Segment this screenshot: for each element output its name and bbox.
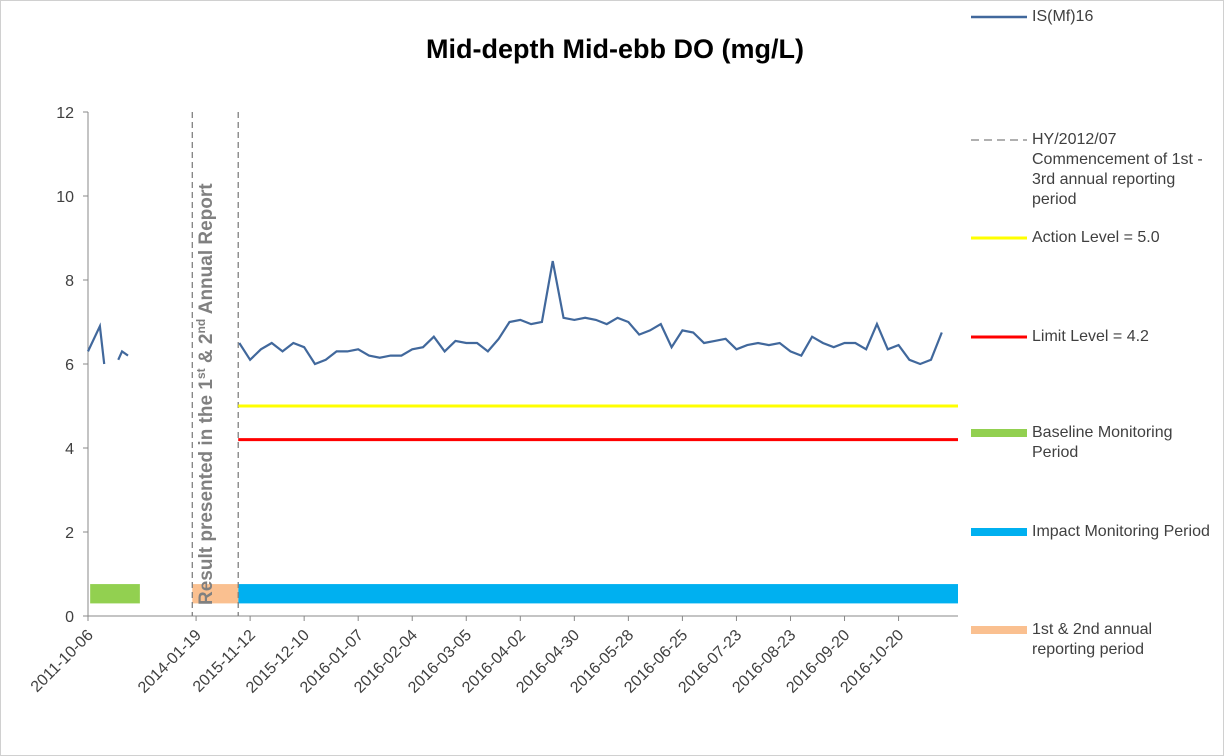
y-tick-label: 4 [65, 441, 74, 458]
annotation-part: nd [194, 319, 208, 334]
annotation-part: Annual Report [196, 183, 217, 319]
legend-label: Impact Monitoring Period [1032, 523, 1210, 540]
legend-label: Limit Level = 4.2 [1032, 328, 1149, 345]
period-band [192, 584, 239, 604]
y-tick-label: 8 [65, 273, 74, 290]
legend-label: 1st & 2nd annual reporting period [1032, 621, 1153, 658]
y-tick-label: 0 [65, 609, 74, 626]
y-tick-label: 12 [56, 105, 74, 122]
y-tick-label: 6 [65, 357, 74, 374]
series-line [117, 349, 129, 361]
legend-label: Action Level = 5.0 [1032, 229, 1160, 246]
y-tick-label: 10 [56, 189, 74, 206]
legend-label: IS(Mf)16 [1032, 8, 1094, 25]
annotation: Result presented in the 1st & 2nd Annual… [194, 183, 217, 605]
legend-label: HY/2012/07 Commencement of 1st - 3rd ann… [1032, 131, 1203, 208]
period-band [90, 584, 140, 604]
chart-title: Mid-depth Mid-ebb DO (mg/L) [426, 34, 804, 64]
y-tick-label: 2 [65, 525, 74, 542]
annotation-part: st [194, 368, 208, 379]
series-line [87, 322, 106, 365]
period-band [238, 584, 958, 604]
annotation-part: & 2 [196, 334, 217, 369]
annotation-part: Result presented in the 1 [196, 379, 217, 605]
series-line [238, 260, 943, 366]
legend-label: Baseline Monitoring Period [1032, 424, 1173, 461]
